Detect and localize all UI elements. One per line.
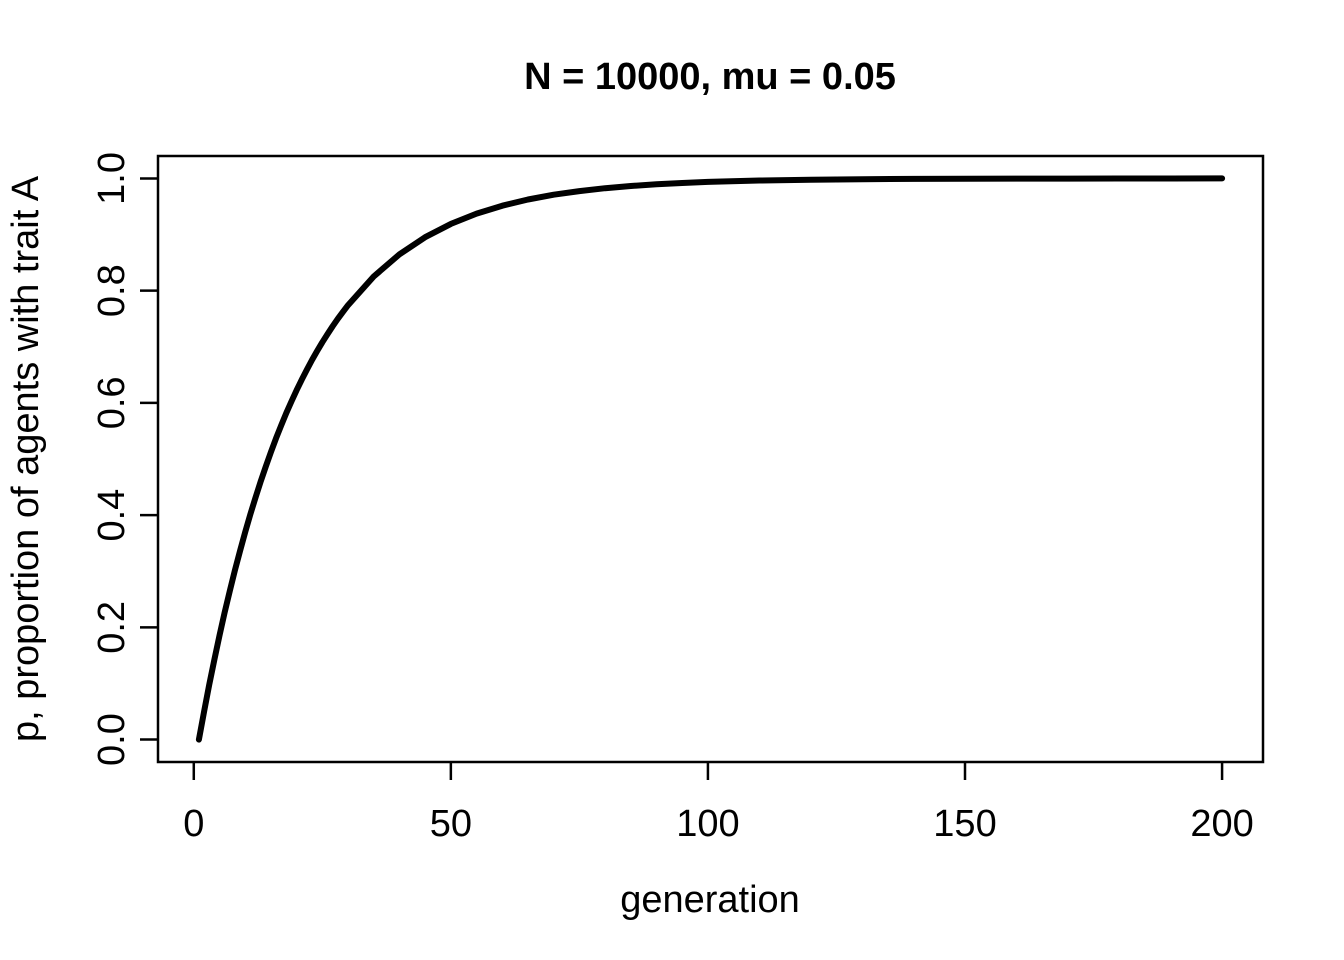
x-axis-tick-label: 100 [676, 803, 739, 845]
y-axis-tick-label: 0.8 [91, 264, 133, 317]
y-axis-tick-label: 0.6 [91, 376, 133, 429]
y-axis: 0.0 0.2 0.4 0.6 0.8 1.0 [91, 152, 158, 766]
x-axis-tick-label: 0 [183, 803, 204, 845]
plot-box [156, 154, 1265, 764]
y-axis-tick-label: 0.0 [91, 713, 133, 766]
y-axis-tick-label: 0.4 [91, 489, 133, 542]
y-axis-tick-label: 1.0 [91, 152, 133, 205]
x-axis-tick-label: 50 [430, 803, 472, 845]
y-axis-label: p, proportion of agents with trait A [5, 175, 47, 742]
chart-title: N = 10000, mu = 0.05 [524, 56, 896, 98]
y-axis-tick-label: 0.2 [91, 601, 133, 654]
x-axis: 0 50 100 150 200 [183, 762, 1254, 845]
curve-line [195, 175, 1226, 743]
x-axis-label: generation [620, 879, 800, 921]
x-axis-tick-label: 150 [933, 803, 996, 845]
x-axis-tick-label: 200 [1190, 803, 1253, 845]
